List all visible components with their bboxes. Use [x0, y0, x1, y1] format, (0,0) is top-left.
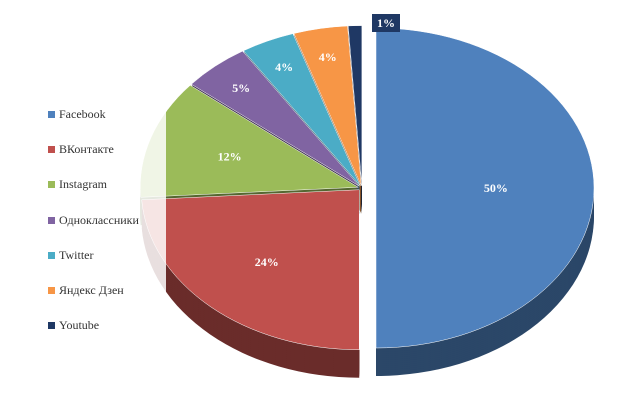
data-label: 5%	[232, 81, 250, 95]
legend-item: Яндекс Дзен	[48, 283, 124, 298]
legend-item: Facebook	[48, 107, 106, 122]
data-label-box	[372, 14, 400, 32]
legend-swatch	[48, 146, 55, 154]
slice-яндекс-дзен	[293, 25, 362, 186]
slice-twitter	[243, 33, 361, 186]
legend-swatch	[48, 181, 55, 189]
legend-label: Яндекс Дзен	[59, 283, 124, 297]
data-label: 50%	[484, 181, 508, 195]
legend-item: Одноклассники	[48, 213, 139, 228]
data-label: 12%	[218, 150, 242, 164]
slice-вконтакте	[141, 189, 360, 351]
legend-swatch	[48, 251, 55, 259]
legend-item: Twitter	[48, 248, 93, 263]
legend-swatch	[48, 216, 55, 224]
legend-label: Одноклассники	[59, 212, 139, 227]
slice-facebook	[375, 27, 595, 349]
legend-swatch	[48, 111, 55, 118]
legend-label: Twitter	[59, 247, 94, 262]
legend-label: Youtube	[59, 318, 100, 333]
legend-label: Instagram	[59, 177, 107, 192]
legend-item: Youtube	[48, 318, 99, 333]
data-label: 4%	[275, 60, 293, 74]
legend-swatch	[48, 287, 55, 294]
data-label: 1%	[377, 16, 395, 30]
legend: Facebook ВКонтакте Instagram Одноклассники T…	[38, 95, 166, 339]
slice-одноклассники	[190, 50, 360, 187]
data-label: 24%	[255, 255, 279, 269]
slice-youtube	[347, 25, 363, 186]
data-label: 4%	[319, 50, 337, 64]
legend-label: Facebook	[59, 107, 106, 121]
legend-swatch	[48, 322, 55, 330]
legend-item: Instagram	[48, 177, 107, 192]
legend-label: ВКонтакте	[59, 142, 114, 157]
legend-item: ВКонтакте	[48, 142, 114, 157]
